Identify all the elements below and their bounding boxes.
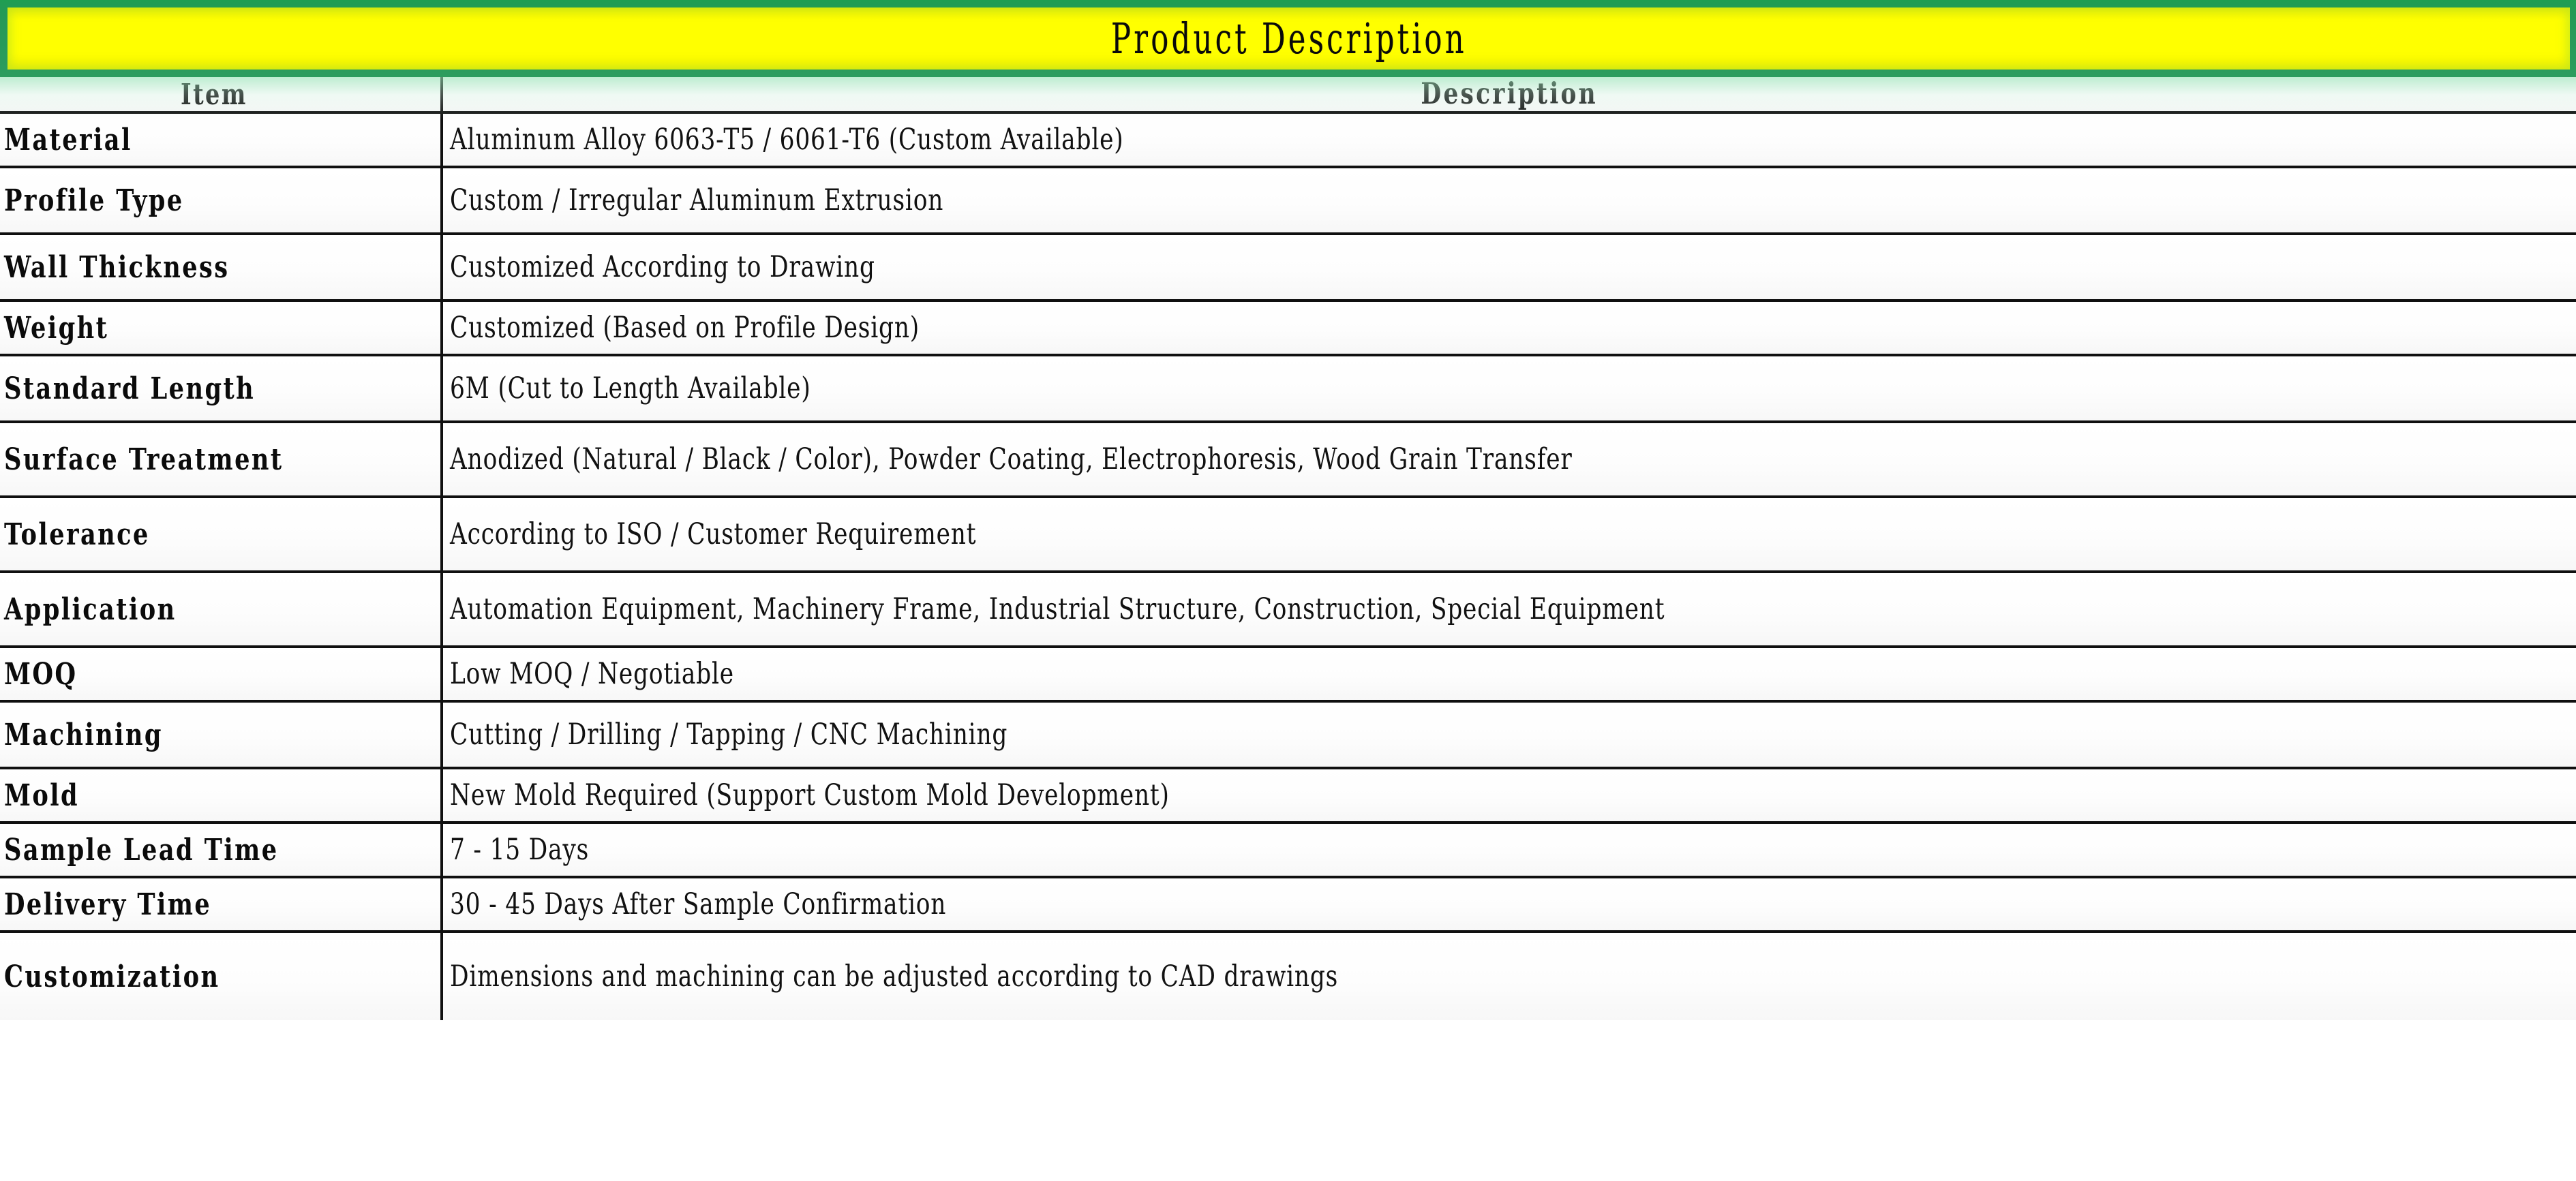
- spec-description-value: Customized (Based on Profile Design): [442, 301, 2576, 356]
- spec-item-text: Application: [4, 592, 177, 627]
- table-row: Delivery Time 30 ‐ 45 Days After Sample C…: [0, 877, 2576, 933]
- spec-item-text: Profile Type: [4, 183, 184, 218]
- spec-item-text: Delivery Time: [4, 887, 212, 922]
- product-description-banner: Product Description: [0, 0, 2576, 77]
- table-body: Material Aluminum Alloy 6063-T5 / 6061-T6…: [0, 112, 2576, 1020]
- spec-item-text: Customization: [4, 959, 220, 994]
- spec-description-text: Anodized (Natural / Black / Color), Powd…: [450, 442, 1573, 476]
- spec-item-label: Weight: [0, 301, 443, 356]
- spec-item-text: Standard Length: [4, 371, 256, 406]
- table-row: Mold New Mold Required (Support Custom Mo…: [0, 768, 2576, 824]
- spec-description-text: Customized (Based on Profile Design): [450, 311, 920, 345]
- spec-description-value: Automation Equipment, Machinery Frame, I…: [442, 572, 2576, 648]
- spec-item-text: Tolerance: [4, 517, 150, 552]
- spec-item-text: Surface Treatment: [4, 442, 284, 477]
- spec-description-value: According to ISO / Customer Requirement: [442, 497, 2576, 573]
- spec-description-text: According to ISO / Customer Requirement: [450, 517, 977, 551]
- spec-item-label: Wall Thickness: [0, 234, 443, 302]
- spec-description-value: 30 ‐ 45 Days After Sample Confirmation: [442, 877, 2576, 933]
- product-specification-table: Item Description Material Aluminum Alloy …: [0, 77, 2576, 1020]
- spec-item-label: MOQ: [0, 647, 443, 703]
- spec-item-label: Mold: [0, 768, 443, 824]
- spec-description-value: Custom / Irregular Aluminum Extrusion: [442, 167, 2576, 235]
- spec-description-text: Dimensions and machining can be adjusted…: [450, 960, 1339, 994]
- spec-item-label: Customization: [0, 932, 443, 1020]
- spec-description-text: Aluminum Alloy 6063-T5 / 6061-T6 (Custom…: [450, 123, 1124, 157]
- spec-item-label: Machining: [0, 701, 443, 769]
- table-row: Profile Type Custom / Irregular Aluminum …: [0, 167, 2576, 235]
- banner-inner-fill: Product Description: [7, 7, 2570, 70]
- table-row: Standard Length 6M (Cut to Length Availab…: [0, 355, 2576, 423]
- table-row: Customization Dimensions and machining ca…: [0, 932, 2576, 1020]
- spec-item-label: Delivery Time: [0, 877, 443, 933]
- spec-description-value: Low MOQ / Negotiable: [442, 647, 2576, 703]
- spec-item-label: Standard Length: [0, 355, 443, 423]
- spec-description-value: 7 ‐ 15 Days: [442, 823, 2576, 878]
- spec-description-text: Automation Equipment, Machinery Frame, I…: [450, 592, 1665, 626]
- spec-item-text: Machining: [4, 717, 163, 752]
- spec-item-label: Surface Treatment: [0, 422, 443, 498]
- spec-description-value: Cutting / Drilling / Tapping / CNC Machi…: [442, 701, 2576, 769]
- spec-description-text: Custom / Irregular Aluminum Extrusion: [450, 183, 944, 217]
- table-row: MOQ Low MOQ / Negotiable: [0, 647, 2576, 703]
- table-row: Wall Thickness Customized According to Dr…: [0, 234, 2576, 302]
- spec-description-text: New Mold Required (Support Custom Mold D…: [450, 778, 1170, 812]
- spec-item-text: Material: [4, 122, 132, 157]
- spec-item-label: Material: [0, 112, 443, 168]
- spec-description-value: Aluminum Alloy 6063-T5 / 6061-T6 (Custom…: [442, 112, 2576, 168]
- spec-item-text: Weight: [4, 310, 109, 346]
- spec-item-text: Mold: [4, 778, 80, 813]
- spec-description-value: Customized According to Drawing: [442, 234, 2576, 302]
- table-row: Material Aluminum Alloy 6063-T5 / 6061-T6…: [0, 112, 2576, 168]
- page-title: Product Description: [1110, 14, 1467, 63]
- spec-item-text: MOQ: [4, 656, 78, 692]
- spec-item-label: Tolerance: [0, 497, 443, 573]
- spec-description-text: 30 ‐ 45 Days After Sample Confirmation: [450, 887, 947, 921]
- spec-item-text: Sample Lead Time: [4, 832, 279, 868]
- table-row: Sample Lead Time 7 ‐ 15 Days: [0, 823, 2576, 878]
- column-header-description: Description: [442, 77, 2576, 114]
- spec-description-value: Anodized (Natural / Black / Color), Powd…: [442, 422, 2576, 498]
- spec-description-text: 7 ‐ 15 Days: [450, 833, 590, 867]
- spec-item-label: Application: [0, 572, 443, 648]
- spec-item-label: Profile Type: [0, 167, 443, 235]
- column-header-item: Item: [0, 77, 443, 114]
- table-row: Weight Customized (Based on Profile Desig…: [0, 301, 2576, 356]
- table-row: Tolerance According to ISO / Customer Req…: [0, 497, 2576, 573]
- table-row: Surface Treatment Anodized (Natural / Bla…: [0, 422, 2576, 498]
- table-header-row: Item Description: [0, 77, 2576, 114]
- spec-item-label: Sample Lead Time: [0, 823, 443, 878]
- spec-description-text: Low MOQ / Negotiable: [450, 657, 734, 691]
- spec-item-text: Wall Thickness: [4, 249, 230, 285]
- spec-description-text: 6M (Cut to Length Available): [450, 371, 811, 405]
- spec-description-text: Cutting / Drilling / Tapping / CNC Machi…: [450, 718, 1008, 752]
- table-row: Application Automation Equipment, Machine…: [0, 572, 2576, 648]
- spec-description-value: 6M (Cut to Length Available): [442, 355, 2576, 423]
- table-row: Machining Cutting / Drilling / Tapping / …: [0, 701, 2576, 769]
- spec-description-value: New Mold Required (Support Custom Mold D…: [442, 768, 2576, 824]
- spec-description-value: Dimensions and machining can be adjusted…: [442, 932, 2576, 1020]
- spec-description-text: Customized According to Drawing: [450, 250, 875, 284]
